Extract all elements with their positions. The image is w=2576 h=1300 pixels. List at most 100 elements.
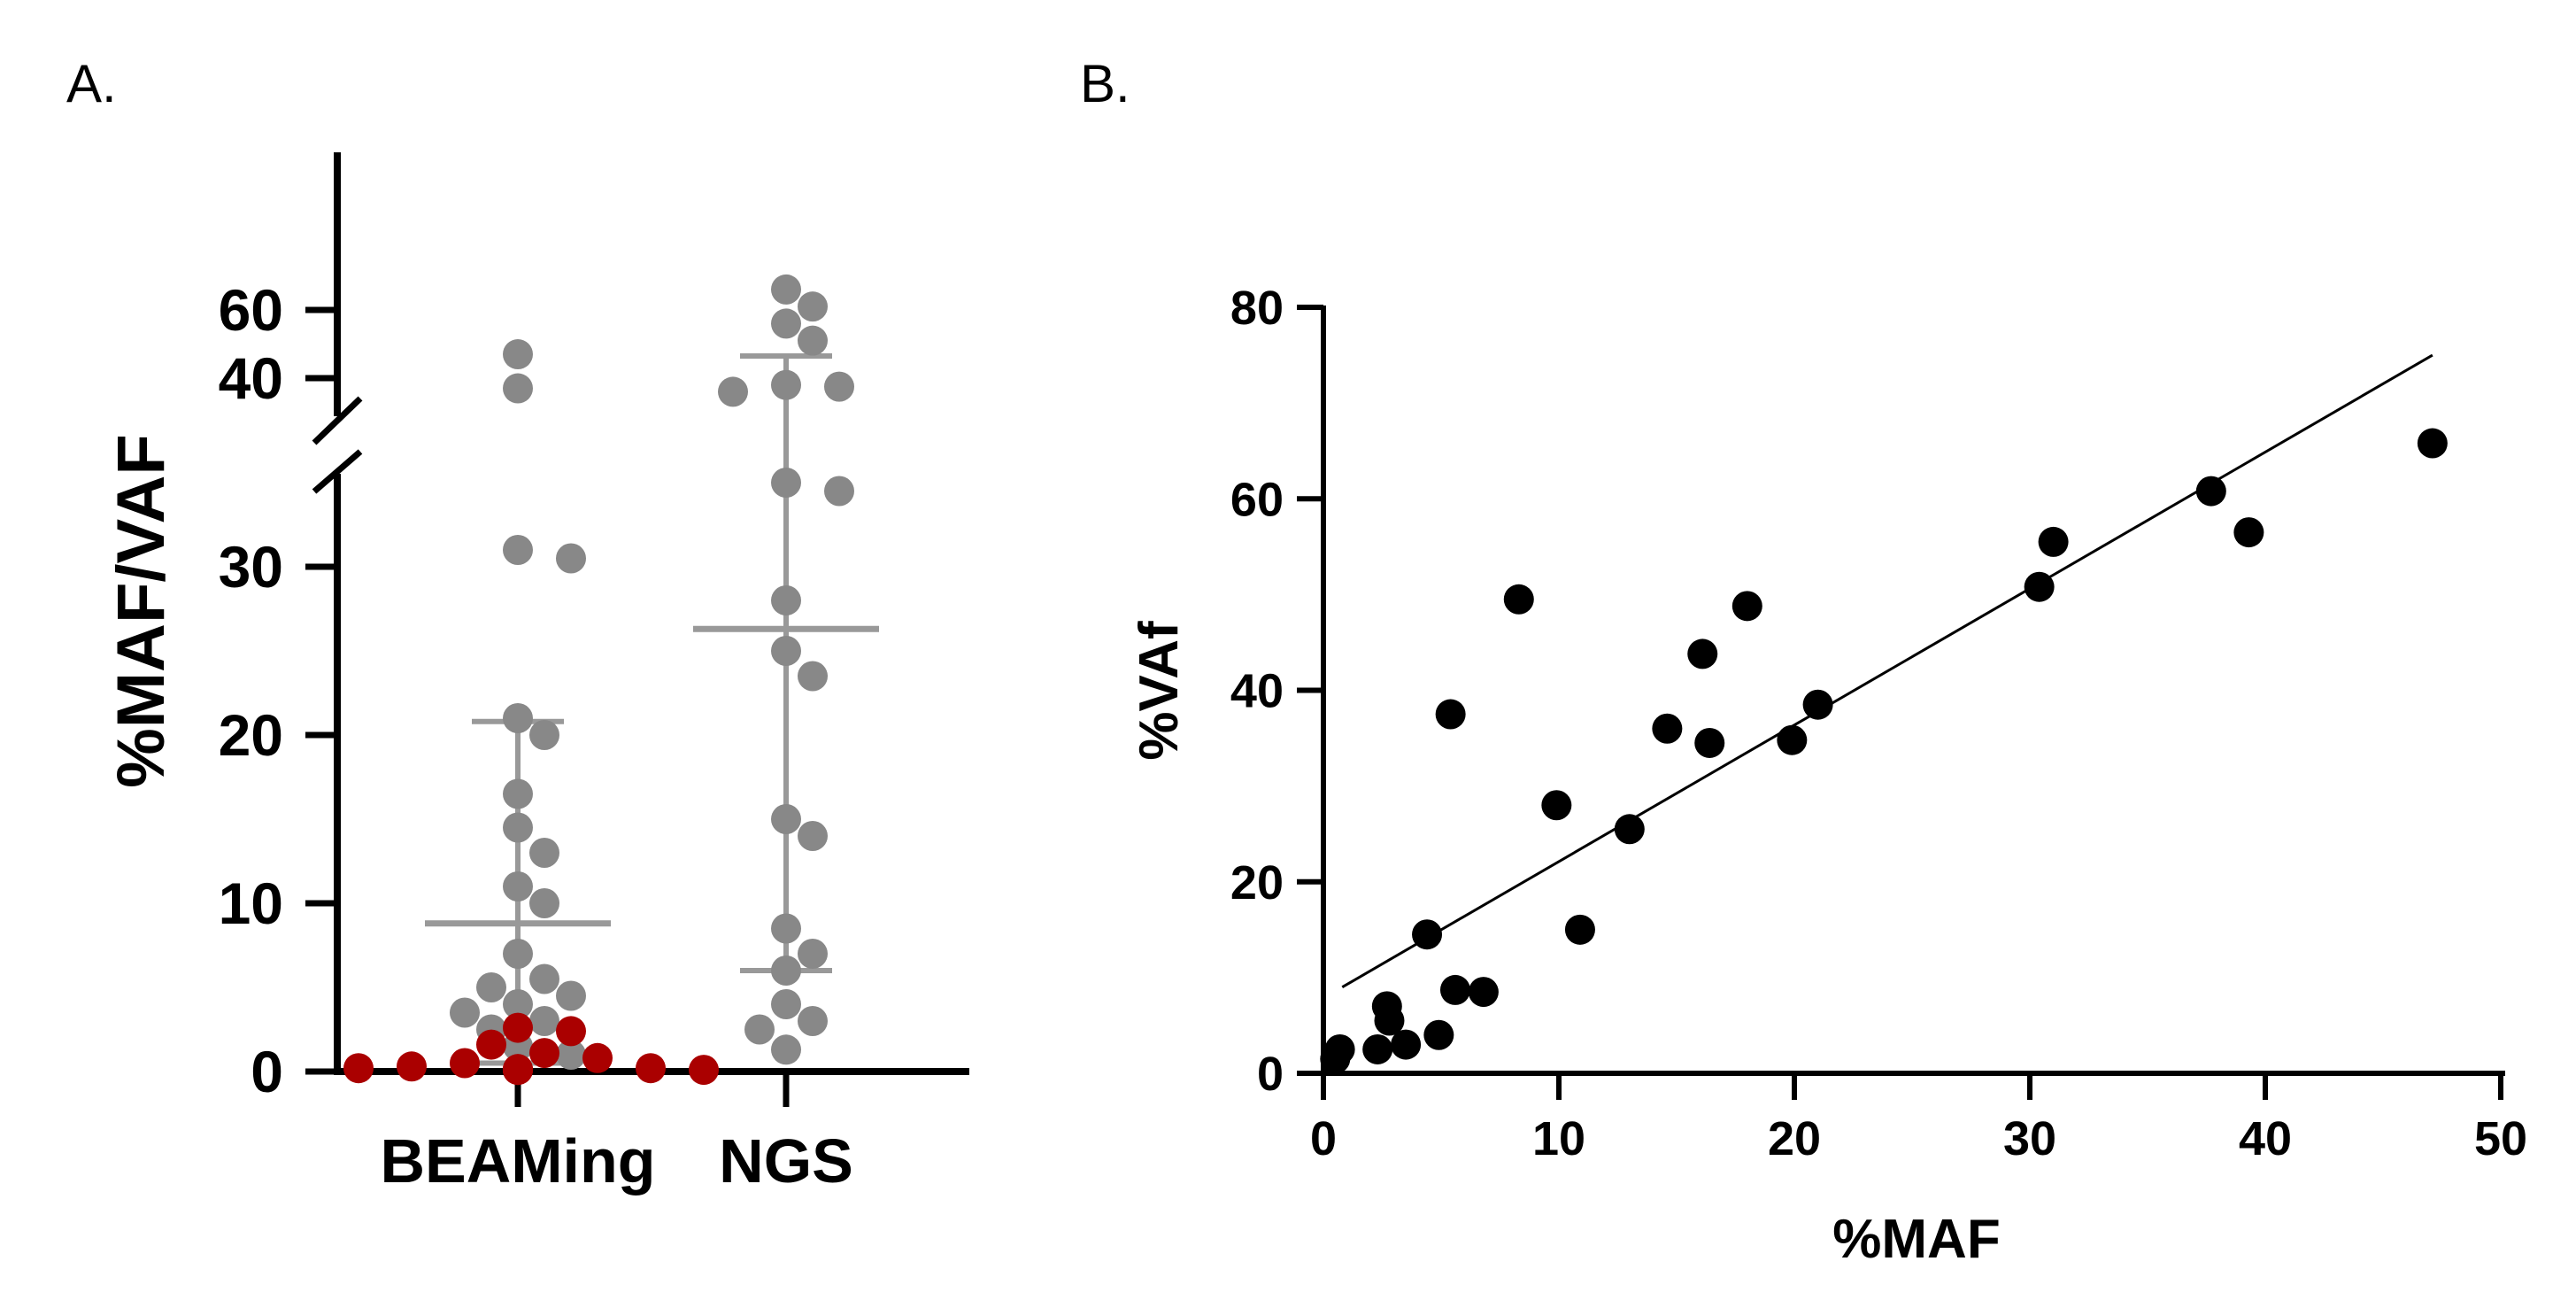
panel-b-y-tick-label-80: 80	[1230, 282, 1284, 335]
panel-a-y-tick-label-30: 30	[219, 534, 283, 600]
panel-a-point-beaming-low-	[343, 1053, 374, 1084]
panel-b-point	[2024, 571, 2055, 602]
panel-a-axis-break-mark-bottom	[312, 449, 363, 494]
panel-b-point	[1362, 1033, 1393, 1064]
panel-b-x-tick-label-10: 10	[1532, 1112, 1585, 1165]
panel-a-point-beaming	[450, 997, 480, 1028]
panel-a-point-beaming-low-	[503, 1012, 533, 1043]
panel-a-point-beaming	[529, 720, 559, 750]
panel-a-point-ngs	[771, 956, 801, 986]
panel-a-point-ngs	[771, 308, 801, 339]
panel-a-point-beaming-low-	[450, 1048, 480, 1079]
panel-b-point	[1614, 814, 1645, 845]
panel-b-y-axis-label: %VAf	[1129, 621, 1190, 761]
panel-a-point-beaming-low-	[636, 1053, 666, 1084]
panel-a-category-label-beaming: BEAMing	[380, 1126, 655, 1196]
panel-a-point-beaming	[503, 339, 533, 370]
panel-b-x-tick-label-20: 20	[1768, 1112, 1821, 1165]
panel-a-point-beaming-low-	[529, 1038, 559, 1069]
panel-b-point	[1541, 790, 1572, 821]
panel-b-y-tick-label-0: 0	[1257, 1048, 1284, 1101]
panel-label-a: A.	[66, 54, 117, 113]
panel-b-point	[1652, 713, 1683, 744]
panel-a-y-axis-label: %MAF/VAF	[104, 434, 179, 788]
panel-a-point-ngs	[798, 325, 828, 356]
panel-a-point-ngs	[824, 476, 854, 507]
panel-a-axis-break-mark-top	[312, 396, 363, 445]
panel-a-point-beaming	[503, 535, 533, 565]
panel-a-point-ngs	[771, 804, 801, 834]
panel-b-x-tick-label-40: 40	[2239, 1112, 2292, 1165]
panel-a-point-ngs	[771, 636, 801, 666]
panel-b-point	[1412, 919, 1443, 950]
panel-a-point-ngs	[771, 468, 801, 498]
panel-b-point	[2233, 517, 2264, 548]
panel-a-y-tick-label-0: 0	[251, 1039, 283, 1104]
panel-b-point	[2417, 428, 2448, 459]
panel-a-point-ngs	[798, 1006, 828, 1036]
panel-b-point	[1324, 1033, 1355, 1064]
panel-a-point-beaming	[503, 871, 533, 901]
panel-b-point	[2038, 526, 2069, 557]
panel-b-point	[1468, 977, 1499, 1008]
panel-b-y-tick-label-60: 60	[1230, 473, 1284, 526]
panel-b-point	[1564, 914, 1595, 945]
panel-a-point-beaming	[476, 972, 506, 1002]
panel-a-point-beaming-low-	[582, 1042, 613, 1073]
panel-a-point-ngs	[718, 376, 748, 407]
panel-a-point-beaming	[529, 963, 559, 994]
panel-a-point-beaming-low-	[397, 1051, 427, 1082]
panel-a-point-beaming-low-	[503, 1055, 533, 1086]
panel-a-point-ngs	[771, 369, 801, 400]
panel-a-point-beaming-low-	[556, 1016, 586, 1047]
panel-a-point-ngs	[798, 939, 828, 969]
panel-a-y-tick-label-60: 60	[219, 277, 283, 343]
panel-b-x-tick-label-50: 50	[2474, 1112, 2527, 1165]
panel-a-point-beaming	[503, 812, 533, 843]
panel-b-x-axis-label: %MAF	[1832, 1209, 2000, 1270]
panel-b-y-tick-label-40: 40	[1230, 665, 1284, 718]
panel-b-regression-line	[1341, 353, 2433, 988]
panel-b-point	[1391, 1029, 1422, 1060]
panel-a-y-tick-label-10: 10	[219, 871, 283, 936]
panel-a-y-tick-label-40: 40	[219, 345, 283, 411]
panel-a-point-beaming	[503, 939, 533, 969]
panel-a-point-beaming	[556, 1040, 586, 1070]
panel-b-point	[1694, 727, 1725, 758]
panel-b-y-tick-label-20: 20	[1230, 856, 1284, 909]
panel-a-point-ngs	[824, 371, 854, 402]
panel-a-point-beaming	[556, 980, 586, 1011]
panel-b-point	[2195, 476, 2226, 507]
panel-a-point-beaming-low-	[689, 1055, 719, 1086]
panel-a-point-ngs	[771, 585, 801, 615]
panel-a-point-beaming	[503, 373, 533, 404]
panel-a-point-beaming-low-	[476, 1029, 506, 1060]
panel-a-point-beaming	[503, 989, 533, 1019]
panel-a-point-ngs	[798, 821, 828, 851]
panel-b-point	[1435, 699, 1466, 730]
panel-b-x-tick-label-30: 30	[2003, 1112, 2056, 1165]
panel-a-category-label-ngs: NGS	[719, 1126, 853, 1196]
panel-b-point	[1423, 1019, 1454, 1050]
panel-label-b: B.	[1080, 54, 1130, 113]
panel-b-point	[1374, 1005, 1405, 1036]
panel-a-point-beaming	[503, 778, 533, 809]
panel-a-point-ngs	[771, 1034, 801, 1065]
panel-a-y-tick-label-20: 20	[219, 702, 283, 768]
panel-a-point-beaming	[529, 838, 559, 868]
panel-a-point-beaming	[503, 703, 533, 733]
panel-b-point	[1802, 689, 1833, 720]
panel-b-point	[1731, 591, 1762, 622]
panel-a-point-ngs	[798, 661, 828, 692]
panel-a-point-beaming	[529, 1006, 559, 1036]
panel-b-point	[1439, 974, 1470, 1005]
panel-a-point-ngs	[771, 274, 801, 305]
panel-a-point-ngs	[798, 291, 828, 322]
panel-b-point	[1503, 584, 1534, 615]
panel-a-point-beaming	[556, 543, 586, 574]
panel-a-point-beaming	[529, 888, 559, 918]
panel-a-point-ngs	[771, 913, 801, 944]
panel-a-point-ngs	[771, 989, 801, 1019]
panel-b-point	[1687, 638, 1718, 669]
